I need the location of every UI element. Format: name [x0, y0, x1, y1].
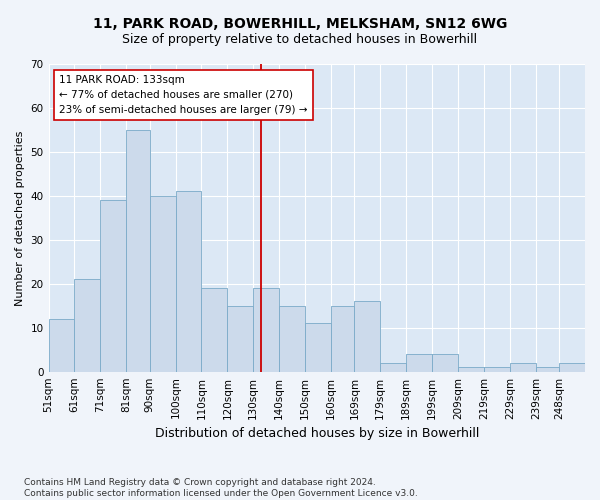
- Bar: [458, 368, 484, 372]
- Text: Size of property relative to detached houses in Bowerhill: Size of property relative to detached ho…: [122, 32, 478, 46]
- Bar: [536, 368, 559, 372]
- Text: 11, PARK ROAD, BOWERHILL, MELKSHAM, SN12 6WG: 11, PARK ROAD, BOWERHILL, MELKSHAM, SN12…: [93, 18, 507, 32]
- Text: 11 PARK ROAD: 133sqm
← 77% of detached houses are smaller (270)
23% of semi-deta: 11 PARK ROAD: 133sqm ← 77% of detached h…: [59, 75, 307, 114]
- Bar: [176, 192, 202, 372]
- Bar: [510, 363, 536, 372]
- Bar: [126, 130, 149, 372]
- Bar: [253, 288, 279, 372]
- Bar: [227, 306, 253, 372]
- X-axis label: Distribution of detached houses by size in Bowerhill: Distribution of detached houses by size …: [155, 427, 479, 440]
- Bar: [279, 306, 305, 372]
- Bar: [380, 363, 406, 372]
- Bar: [149, 196, 176, 372]
- Bar: [331, 306, 355, 372]
- Bar: [355, 302, 380, 372]
- Y-axis label: Number of detached properties: Number of detached properties: [15, 130, 25, 306]
- Bar: [406, 354, 432, 372]
- Bar: [484, 368, 510, 372]
- Bar: [202, 288, 227, 372]
- Bar: [100, 200, 126, 372]
- Bar: [432, 354, 458, 372]
- Bar: [49, 319, 74, 372]
- Bar: [305, 324, 331, 372]
- Bar: [74, 280, 100, 372]
- Bar: [559, 363, 585, 372]
- Text: Contains HM Land Registry data © Crown copyright and database right 2024.
Contai: Contains HM Land Registry data © Crown c…: [24, 478, 418, 498]
